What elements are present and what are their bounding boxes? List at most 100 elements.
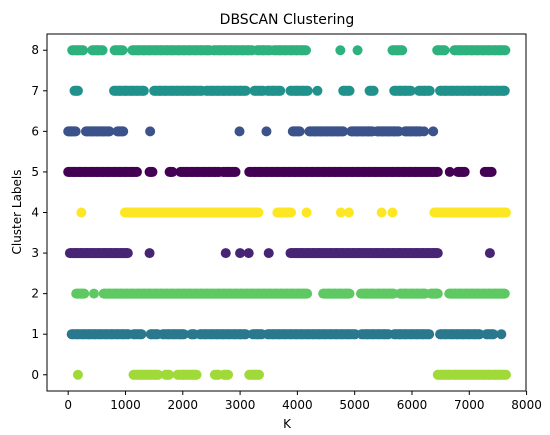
cluster-8-series bbox=[67, 45, 511, 56]
cluster-7-series bbox=[69, 85, 510, 96]
data-point bbox=[387, 207, 398, 218]
data-point bbox=[486, 166, 497, 177]
data-point bbox=[128, 329, 139, 340]
x-tick-label: 0 bbox=[64, 398, 72, 412]
y-tick-label: 8 bbox=[31, 43, 39, 57]
data-point bbox=[302, 288, 313, 299]
data-point bbox=[131, 85, 142, 96]
data-point bbox=[97, 45, 108, 56]
data-point bbox=[131, 166, 142, 177]
data-point bbox=[405, 85, 416, 96]
y-tick-label: 7 bbox=[31, 84, 39, 98]
data-point bbox=[223, 369, 234, 380]
cluster-0-series bbox=[72, 369, 511, 380]
data-point bbox=[167, 166, 178, 177]
data-point bbox=[230, 166, 241, 177]
data-point bbox=[145, 329, 156, 340]
data-point bbox=[342, 329, 353, 340]
data-point bbox=[481, 329, 492, 340]
data-point bbox=[424, 329, 435, 340]
y-tick-label: 1 bbox=[31, 327, 39, 341]
data-point bbox=[452, 166, 463, 177]
y-tick-label: 6 bbox=[31, 124, 39, 138]
y-tick-label: 5 bbox=[31, 165, 39, 179]
data-point bbox=[500, 45, 511, 56]
x-axis-label: K bbox=[283, 417, 292, 431]
data-point bbox=[300, 45, 311, 56]
data-point bbox=[117, 45, 128, 56]
data-point bbox=[118, 126, 129, 137]
data-point bbox=[368, 85, 379, 96]
y-tick-label: 0 bbox=[31, 368, 39, 382]
data-point bbox=[397, 45, 408, 56]
data-point bbox=[352, 45, 363, 56]
data-point bbox=[138, 85, 149, 96]
data-point bbox=[136, 329, 147, 340]
data-point bbox=[249, 85, 260, 96]
y-axis-label: Cluster Labels bbox=[10, 169, 24, 254]
cluster-6-series bbox=[63, 126, 439, 137]
data-point bbox=[235, 248, 246, 259]
data-point bbox=[312, 85, 323, 96]
data-point bbox=[122, 248, 133, 259]
data-point bbox=[301, 207, 312, 218]
data-point bbox=[419, 126, 430, 137]
data-point bbox=[145, 126, 156, 137]
data-point bbox=[286, 207, 297, 218]
data-point bbox=[294, 126, 305, 137]
data-point bbox=[344, 85, 355, 96]
x-tick-label: 7000 bbox=[454, 398, 485, 412]
data-point bbox=[144, 248, 155, 259]
data-point bbox=[223, 166, 234, 177]
y-axis-ticks: 0 1 2 3 4 5 6 7 8 bbox=[31, 43, 47, 382]
data-point bbox=[240, 329, 251, 340]
data-point bbox=[376, 207, 387, 218]
data-point bbox=[72, 85, 83, 96]
data-point bbox=[189, 85, 200, 96]
data-point bbox=[500, 207, 511, 218]
data-point bbox=[104, 126, 115, 137]
data-point bbox=[335, 207, 346, 218]
data-point bbox=[474, 329, 485, 340]
data-point bbox=[70, 126, 81, 137]
data-point bbox=[191, 369, 202, 380]
x-tick-label: 4000 bbox=[282, 398, 313, 412]
x-tick-label: 1000 bbox=[110, 398, 141, 412]
cluster-1-series bbox=[66, 329, 507, 340]
data-point bbox=[78, 45, 89, 56]
data-point bbox=[344, 288, 355, 299]
data-point bbox=[72, 369, 83, 380]
data-point bbox=[488, 329, 499, 340]
data-point bbox=[432, 45, 443, 56]
data-point bbox=[499, 288, 510, 299]
data-point bbox=[302, 85, 313, 96]
cluster-3-series bbox=[64, 248, 495, 259]
y-tick-label: 3 bbox=[31, 246, 39, 260]
cluster-4-series bbox=[76, 207, 511, 218]
data-point bbox=[439, 45, 450, 56]
data-point bbox=[496, 329, 507, 340]
data-point bbox=[432, 248, 443, 259]
x-tick-label: 8000 bbox=[511, 398, 542, 412]
data-point bbox=[79, 288, 90, 299]
data-point bbox=[432, 288, 443, 299]
cluster-2-series bbox=[71, 288, 510, 299]
data-point bbox=[479, 166, 490, 177]
data-point bbox=[258, 45, 269, 56]
data-point bbox=[261, 126, 272, 137]
data-point bbox=[109, 45, 120, 56]
y-tick-label: 4 bbox=[31, 206, 39, 220]
data-point bbox=[178, 329, 189, 340]
data-point bbox=[338, 126, 349, 137]
data-point bbox=[243, 248, 254, 259]
data-point bbox=[240, 85, 251, 96]
data-point bbox=[268, 85, 279, 96]
cluster-5-series bbox=[63, 166, 497, 177]
data-point bbox=[432, 166, 443, 177]
data-point bbox=[484, 248, 495, 259]
data-point bbox=[153, 369, 164, 380]
data-point bbox=[291, 85, 302, 96]
data-point bbox=[147, 166, 158, 177]
data-point bbox=[499, 85, 510, 96]
data-point bbox=[459, 166, 470, 177]
